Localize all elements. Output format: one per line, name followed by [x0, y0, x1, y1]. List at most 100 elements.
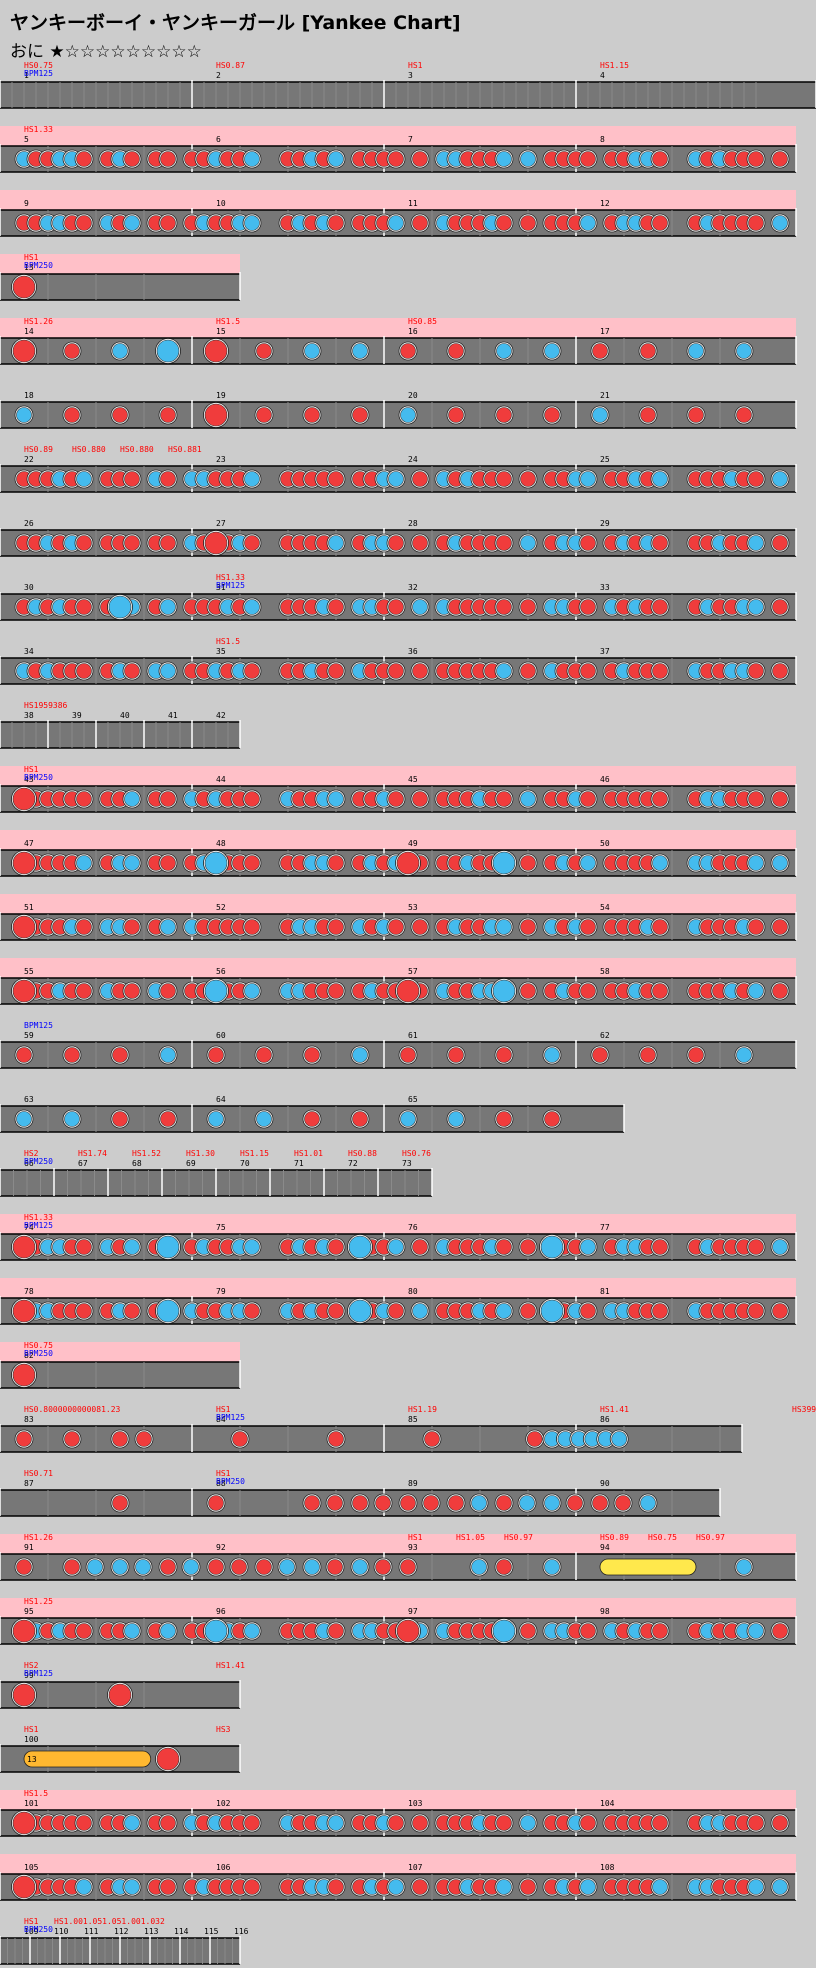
- don-note: [124, 663, 140, 679]
- don-note: [748, 663, 764, 679]
- measure-number: 115: [204, 1927, 219, 1936]
- ka-note: [471, 1559, 487, 1575]
- don-note: [328, 663, 344, 679]
- don-note: [424, 1431, 440, 1447]
- don-note: [412, 791, 428, 807]
- ka-note: [580, 1879, 596, 1895]
- measure-number: 34: [24, 647, 34, 656]
- gogo-band: [0, 190, 796, 210]
- don-note: [328, 215, 344, 231]
- don-note: [12, 1299, 36, 1323]
- don-note: [204, 531, 228, 555]
- hs-tag: HS0.88: [348, 1149, 377, 1158]
- don-note: [16, 1047, 32, 1063]
- chart-row: 38 39 40 41 42 HS1959386: [0, 701, 241, 749]
- measure-number: 45: [408, 775, 418, 784]
- ka-note: [540, 1235, 564, 1259]
- ka-note: [76, 1879, 92, 1895]
- measure-number: 55: [24, 967, 34, 976]
- hs-tag: HS1.26: [24, 317, 53, 326]
- bpm-tag: BPM125: [216, 1413, 245, 1422]
- hs-tag: HS1.15: [240, 1149, 269, 1158]
- measure-number: 74: [24, 1223, 34, 1232]
- don-note: [580, 1815, 596, 1831]
- don-note: [112, 1047, 128, 1063]
- measure-number: 87: [24, 1479, 34, 1488]
- don-note: [12, 339, 36, 363]
- measure-number: 29: [600, 519, 610, 528]
- course-label: おに: [10, 42, 44, 62]
- measure-number: 56: [216, 967, 226, 976]
- don-note: [76, 791, 92, 807]
- hs-tag: HS1.5: [216, 317, 240, 326]
- don-note: [496, 1559, 512, 1575]
- ka-note: [304, 343, 320, 359]
- measure-number: 26: [24, 519, 34, 528]
- measure-number: 84: [216, 1415, 226, 1424]
- measure-number: 61: [408, 1031, 418, 1040]
- don-note: [64, 1559, 80, 1575]
- measure-number: 20: [408, 391, 418, 400]
- drumroll: [599, 1558, 697, 1576]
- don-note: [772, 599, 788, 615]
- measure-number: 78: [24, 1287, 34, 1296]
- ka-note: [160, 1623, 176, 1639]
- don-note: [748, 791, 764, 807]
- difficulty-line: おに ★☆☆☆☆☆☆☆☆☆: [10, 37, 202, 62]
- don-note: [520, 983, 536, 999]
- don-note: [580, 1303, 596, 1319]
- ka-note: [244, 151, 260, 167]
- don-note: [12, 1363, 36, 1387]
- don-note: [520, 1239, 536, 1255]
- measure-number: 15: [216, 327, 226, 336]
- measure-number: 28: [408, 519, 418, 528]
- bpm-tag: BPM125: [24, 1221, 53, 1230]
- don-note: [580, 599, 596, 615]
- hs-tag: HS1.05: [456, 1533, 485, 1542]
- don-note: [652, 1623, 668, 1639]
- measure-number: 72: [348, 1159, 358, 1168]
- ka-note: [108, 595, 132, 619]
- don-note: [12, 275, 36, 299]
- don-note: [688, 407, 704, 423]
- measure-number: 6: [216, 135, 221, 144]
- measure-number: 65: [408, 1095, 418, 1104]
- don-note: [772, 151, 788, 167]
- don-note: [328, 1879, 344, 1895]
- don-note: [652, 663, 668, 679]
- measure-number: 23: [216, 455, 226, 464]
- gogo-band: [0, 1854, 796, 1874]
- chart-row: 95 96 97 98 HS1.25: [0, 1597, 797, 1645]
- bpm-tag: BPM125: [24, 69, 53, 78]
- don-note: [412, 535, 428, 551]
- don-note: [16, 1431, 32, 1447]
- ka-note: [16, 1111, 32, 1127]
- don-note: [327, 1559, 343, 1575]
- don-note: [396, 979, 420, 1003]
- measure-number: 31: [216, 583, 226, 592]
- measure-number: 99: [24, 1671, 34, 1680]
- measure-number: 98: [600, 1607, 610, 1616]
- chart-row: 63 64 65: [0, 1095, 625, 1133]
- ka-note: [736, 1559, 752, 1575]
- hs-tag: HS1.33: [24, 125, 53, 134]
- don-note: [388, 151, 404, 167]
- gogo-band: [0, 1598, 796, 1618]
- don-note: [496, 791, 512, 807]
- don-note: [388, 1303, 404, 1319]
- don-note: [388, 1815, 404, 1831]
- don-note: [412, 1239, 428, 1255]
- don-note: [496, 407, 512, 423]
- don-note: [652, 983, 668, 999]
- don-note: [748, 1815, 764, 1831]
- don-note: [388, 535, 404, 551]
- don-note: [64, 343, 80, 359]
- measure-number: 52: [216, 903, 226, 912]
- ka-note: [772, 215, 788, 231]
- measure-number: 9: [24, 199, 29, 208]
- ka-note: [492, 979, 516, 1003]
- ka-note: [204, 851, 228, 875]
- don-note: [12, 915, 36, 939]
- hs-tag: HS1: [24, 765, 39, 774]
- ka-note: [160, 663, 176, 679]
